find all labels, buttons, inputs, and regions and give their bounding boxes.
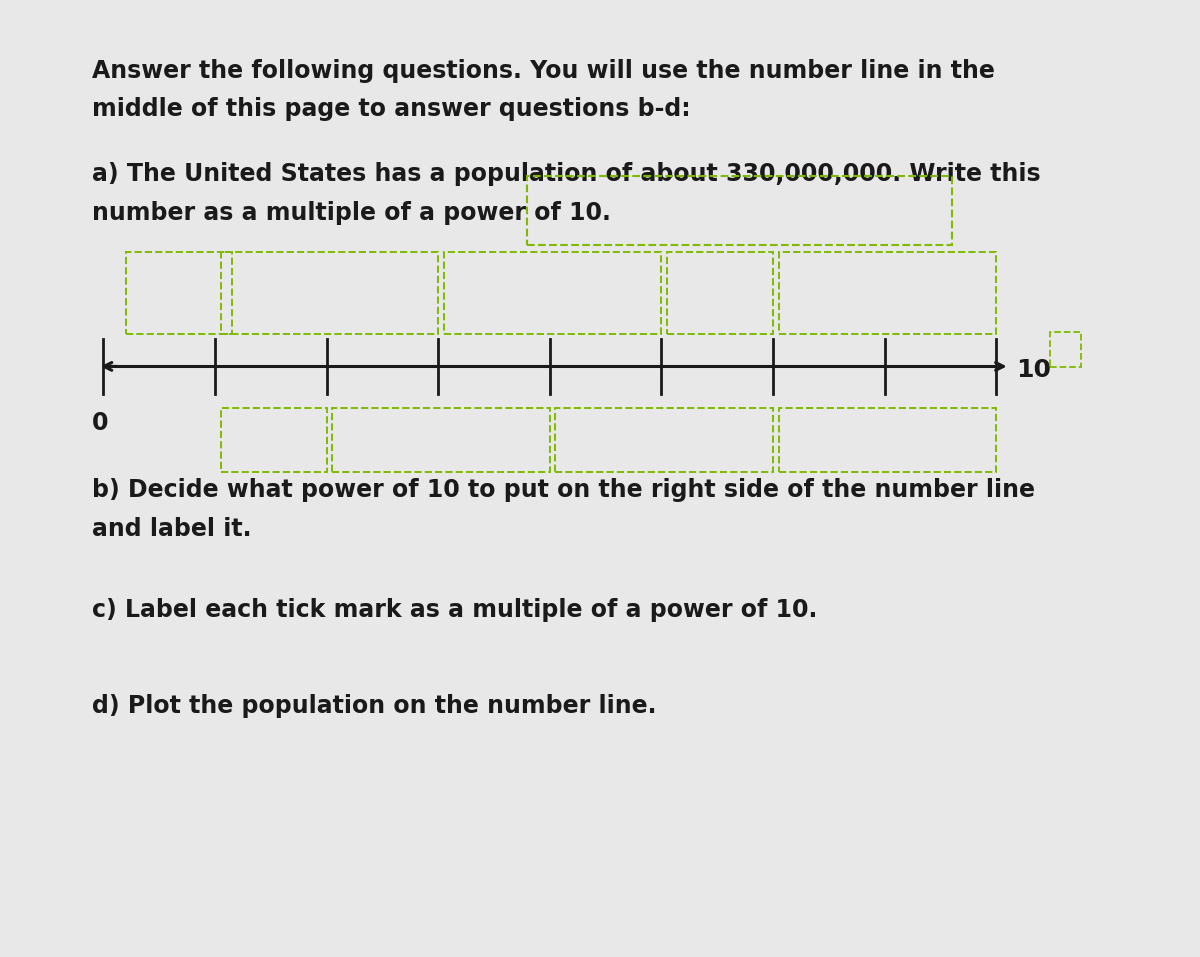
Bar — [779, 252, 996, 334]
Text: b) Decide what power of 10 to put on the right side of the number line: b) Decide what power of 10 to put on the… — [92, 478, 1036, 502]
Bar — [556, 408, 773, 472]
Text: and label it.: and label it. — [92, 517, 252, 541]
Text: a) The United States has a population of about 330,000,000. Write this: a) The United States has a population of… — [92, 162, 1040, 186]
Text: 10: 10 — [1016, 358, 1051, 382]
Bar — [1050, 332, 1081, 367]
Bar — [779, 408, 996, 472]
Bar — [444, 252, 661, 334]
Bar — [221, 252, 438, 334]
Bar — [667, 252, 773, 334]
Bar — [221, 408, 326, 472]
Text: 0: 0 — [91, 411, 108, 434]
Bar — [332, 408, 550, 472]
Text: d) Plot the population on the number line.: d) Plot the population on the number lin… — [92, 695, 656, 719]
Text: Answer the following questions. You will use the number line in the: Answer the following questions. You will… — [92, 58, 995, 82]
Bar — [528, 176, 952, 245]
Bar — [126, 252, 232, 334]
Text: c) Label each tick mark as a multiple of a power of 10.: c) Label each tick mark as a multiple of… — [92, 598, 817, 622]
Text: number as a multiple of a power of 10.: number as a multiple of a power of 10. — [92, 201, 611, 225]
Text: middle of this page to answer questions b-d:: middle of this page to answer questions … — [92, 98, 691, 122]
